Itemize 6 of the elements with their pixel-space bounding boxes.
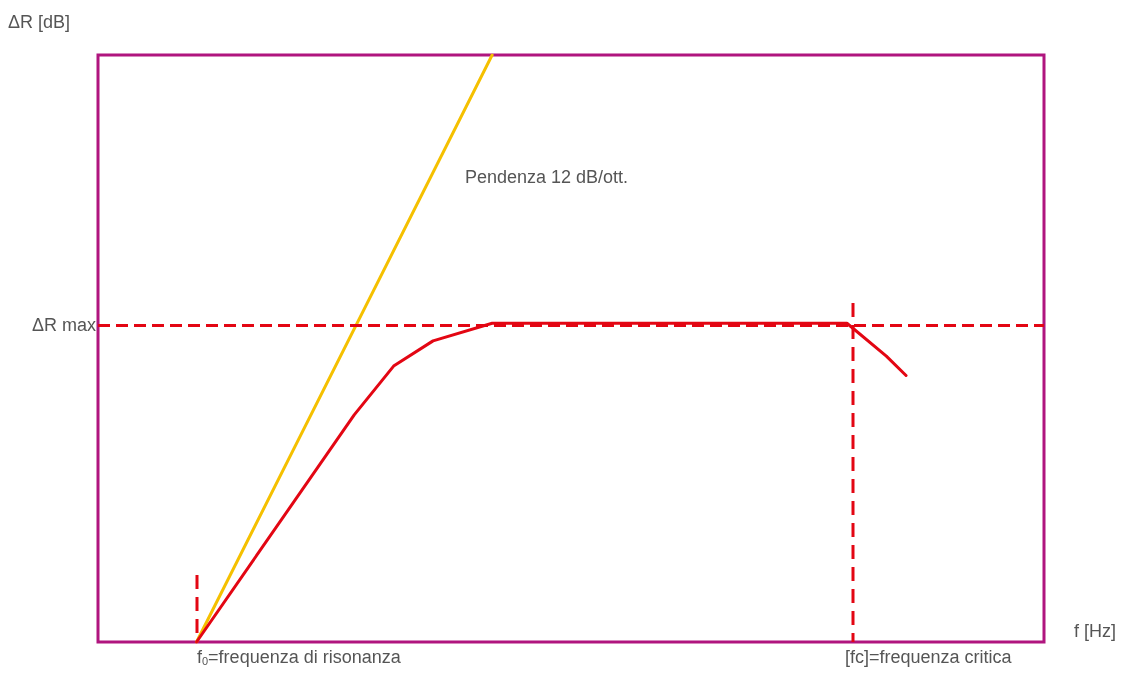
x-axis-title: f [Hz] xyxy=(1074,621,1117,641)
text: f0=frequenza di risonanza xyxy=(197,647,402,667)
y-axis-title: ΔR [dB] xyxy=(8,12,71,32)
ref-line-label: ΔR max xyxy=(31,315,96,336)
annotation: Pendenza 12 dB/ott. xyxy=(465,167,629,187)
text: [fc]=frequenza critica xyxy=(845,647,1013,667)
